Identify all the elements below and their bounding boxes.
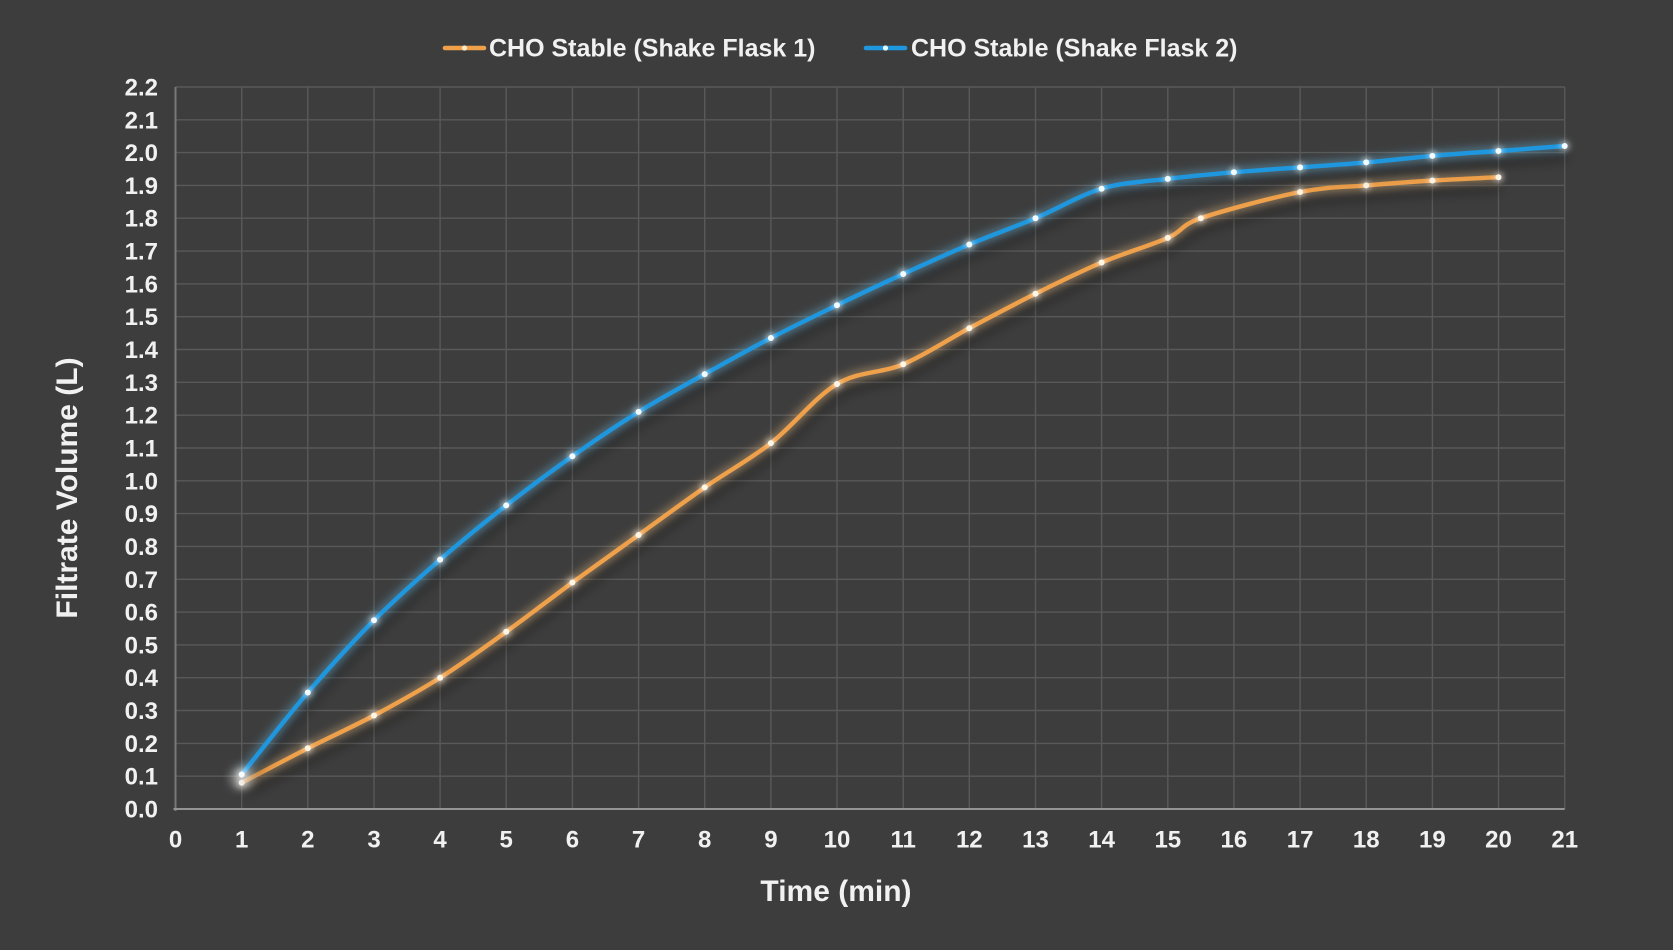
svg-text:2.1: 2.1 — [125, 107, 158, 134]
svg-text:2.0: 2.0 — [125, 140, 158, 167]
svg-text:1.3: 1.3 — [125, 370, 158, 397]
svg-text:1.1: 1.1 — [125, 436, 158, 463]
svg-text:1.5: 1.5 — [125, 304, 158, 331]
svg-text:1.7: 1.7 — [125, 239, 158, 266]
svg-text:14: 14 — [1088, 827, 1115, 854]
svg-text:0.2: 0.2 — [125, 731, 158, 758]
svg-text:17: 17 — [1287, 827, 1314, 854]
svg-text:Filtrate Volume (L): Filtrate Volume (L) — [51, 357, 84, 618]
svg-text:0.0: 0.0 — [125, 797, 158, 824]
svg-text:10: 10 — [824, 827, 851, 854]
svg-text:20: 20 — [1485, 827, 1512, 854]
svg-text:0.4: 0.4 — [125, 665, 159, 692]
svg-text:1.4: 1.4 — [125, 337, 159, 364]
svg-text:CHO Stable (Shake Flask 1): CHO Stable (Shake Flask 1) — [489, 35, 816, 63]
svg-text:1.0: 1.0 — [125, 468, 158, 495]
svg-text:18: 18 — [1353, 827, 1380, 854]
svg-text:0.5: 0.5 — [125, 632, 158, 659]
svg-text:11: 11 — [891, 827, 916, 854]
svg-text:3: 3 — [367, 827, 380, 854]
svg-text:12: 12 — [956, 827, 983, 854]
svg-text:9: 9 — [764, 827, 777, 854]
svg-text:16: 16 — [1221, 827, 1248, 854]
svg-text:0.6: 0.6 — [125, 600, 158, 627]
svg-text:1.9: 1.9 — [125, 173, 158, 200]
svg-text:0: 0 — [169, 827, 182, 854]
svg-text:8: 8 — [698, 827, 711, 854]
svg-text:0.3: 0.3 — [125, 698, 158, 725]
svg-text:1.6: 1.6 — [125, 271, 158, 298]
svg-text:2: 2 — [301, 827, 314, 854]
svg-text:4: 4 — [433, 827, 447, 854]
svg-text:0.1: 0.1 — [125, 764, 158, 791]
svg-text:19: 19 — [1419, 827, 1446, 854]
svg-text:6: 6 — [566, 827, 579, 854]
svg-text:CHO Stable (Shake Flask 2): CHO Stable (Shake Flask 2) — [911, 35, 1238, 63]
svg-text:0.9: 0.9 — [125, 501, 158, 528]
svg-text:1.8: 1.8 — [125, 206, 158, 233]
svg-text:15: 15 — [1154, 827, 1181, 854]
svg-text:0.7: 0.7 — [125, 567, 158, 594]
svg-text:7: 7 — [632, 827, 645, 854]
svg-text:13: 13 — [1022, 827, 1049, 854]
svg-text:Time (min): Time (min) — [760, 875, 911, 908]
svg-text:1.2: 1.2 — [125, 403, 158, 430]
svg-text:5: 5 — [500, 827, 513, 854]
svg-text:21: 21 — [1551, 827, 1578, 854]
svg-text:0.8: 0.8 — [125, 534, 158, 561]
svg-text:2.2: 2.2 — [125, 75, 158, 102]
svg-text:1: 1 — [235, 827, 248, 854]
